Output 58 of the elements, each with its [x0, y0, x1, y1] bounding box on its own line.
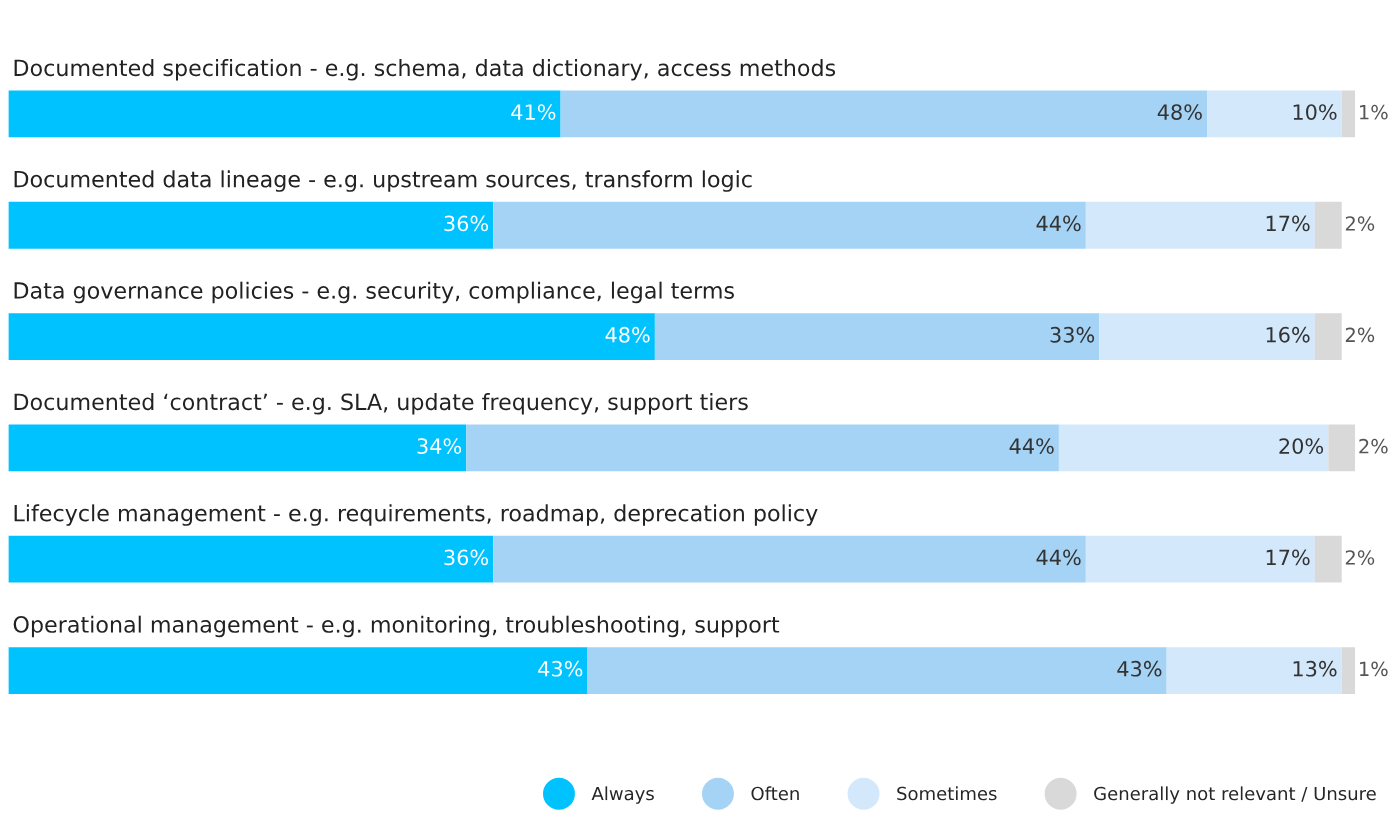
data-label: 44% — [1036, 549, 1081, 566]
bar — [1314, 201, 1342, 249]
y-tick-label: Documented data lineage - e.g. upstream sources, transform logic — [14, 170, 752, 192]
data-label: 36% — [444, 549, 489, 566]
bar — [1341, 647, 1356, 694]
legend-label: Generally not relevant / Unsure — [1094, 786, 1376, 804]
bar — [1314, 535, 1342, 583]
data-label: 43% — [538, 660, 583, 677]
y-tick-label: Operational management - e.g. monitoring, troubleshooting, support — [13, 615, 780, 638]
data-label: 2% — [1345, 216, 1375, 231]
bar — [493, 535, 1086, 583]
bar — [1341, 90, 1356, 138]
data-label: 44% — [1009, 438, 1054, 454]
data-label: 1% — [1360, 661, 1388, 677]
bar — [8, 313, 655, 360]
bar — [1058, 424, 1329, 472]
bar — [1207, 90, 1342, 138]
bar — [8, 647, 588, 694]
bar — [8, 90, 561, 138]
y-tick-label: Documented ‘contract’ - e.g. SLA, update frequency, support tiers — [14, 393, 748, 415]
data-label: 48% — [1157, 104, 1202, 120]
y-tick-label: Data governance policies - e.g. security, compliance, legal terms — [14, 281, 734, 304]
data-label: 41% — [511, 104, 556, 120]
data-label: 20% — [1279, 438, 1324, 454]
bar — [1085, 535, 1315, 583]
bar — [1314, 313, 1342, 360]
bar — [8, 201, 494, 249]
legend-label: Often — [751, 786, 799, 801]
data-label: 2% — [1345, 327, 1375, 343]
data-label: 2% — [1345, 550, 1375, 565]
bar — [8, 424, 467, 472]
y-tick-label: Lifecycle management - e.g. requirements, roadmap, deprecation policy — [14, 504, 818, 526]
data-label: 16% — [1266, 326, 1310, 343]
bar — [8, 535, 494, 583]
bar — [493, 201, 1086, 249]
bar — [466, 424, 1059, 472]
y-tick-label: Documented specification - e.g. schema, data dictionary, access methods — [14, 59, 836, 81]
bar — [560, 90, 1208, 138]
bar — [1328, 424, 1356, 472]
bar — [1099, 313, 1315, 360]
legend-label: Always — [591, 786, 654, 804]
data-label: 43% — [1117, 660, 1162, 677]
bar — [1085, 201, 1315, 249]
data-label: 17% — [1266, 549, 1310, 566]
bar — [1166, 647, 1342, 694]
data-label: 10% — [1293, 104, 1337, 120]
data-label: 33% — [1050, 326, 1095, 343]
data-label: 17% — [1266, 215, 1310, 232]
bar — [587, 647, 1167, 694]
data-label: 2% — [1359, 438, 1388, 454]
legend-label: Sometimes — [897, 786, 997, 801]
data-label: 34% — [417, 438, 462, 454]
data-label: 1% — [1360, 104, 1388, 120]
data-label: 48% — [605, 326, 650, 343]
data-label: 44% — [1036, 215, 1081, 232]
data-label: 36% — [444, 215, 489, 232]
data-label: 13% — [1293, 660, 1337, 677]
bar — [654, 313, 1100, 360]
